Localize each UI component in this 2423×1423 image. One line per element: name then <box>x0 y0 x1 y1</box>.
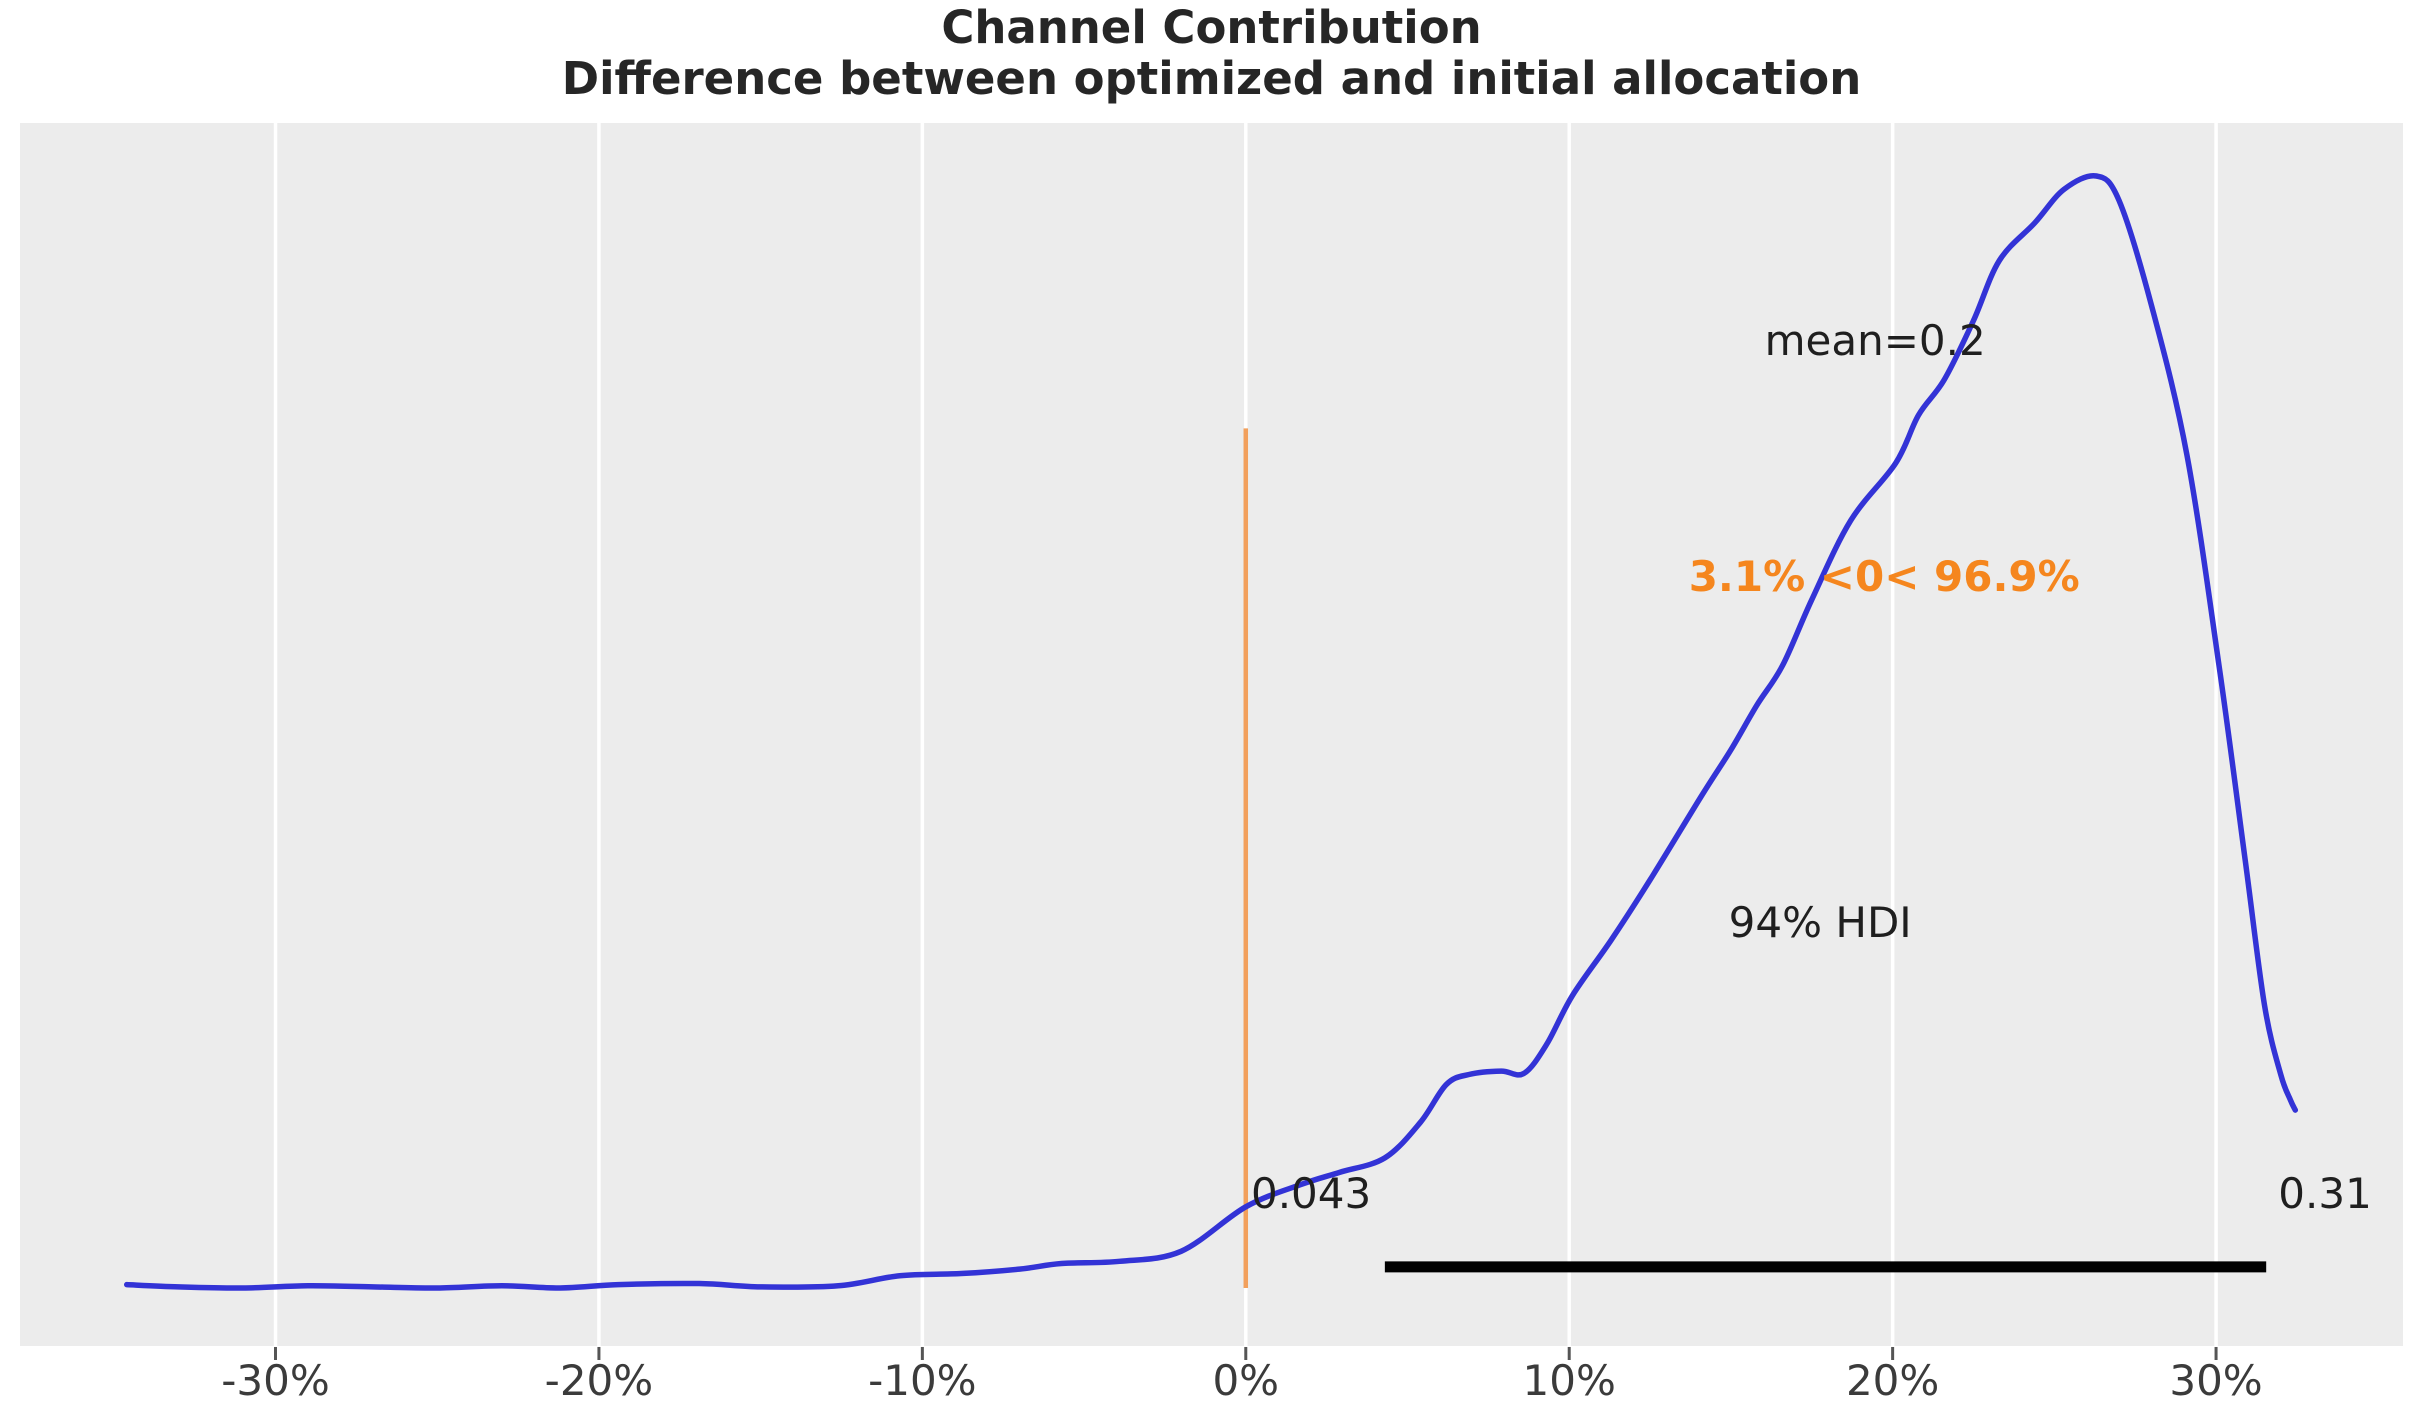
x-tick-label: -10% <box>868 1356 977 1405</box>
x-tick-label: 30% <box>2169 1356 2263 1405</box>
chart-title-line1: Channel Contribution <box>941 1 1482 54</box>
plot-background <box>20 123 2403 1346</box>
gridlines <box>273 123 2218 1346</box>
density-curve <box>123 172 2299 1291</box>
zero-probability-annotation: 3.1% <0< 96.9% <box>1688 552 2080 602</box>
hdi-label: 94% HDI <box>1728 898 1912 948</box>
x-tick-label: -30% <box>221 1356 330 1405</box>
x-axis-tick-marks <box>274 1347 2218 1360</box>
x-tick-label: 0% <box>1212 1356 1280 1405</box>
x-tick-label: 20% <box>1845 1356 1940 1405</box>
chart-title-line2: Difference between optimized and initial… <box>561 52 1862 106</box>
hdi-lower-value: 0.043 <box>1250 1168 1372 1218</box>
hdi-upper-value: 0.31 <box>2278 1168 2372 1218</box>
x-tick-label: -20% <box>544 1356 654 1405</box>
mean-annotation: mean=0.2 <box>1764 315 1986 365</box>
chart-title: Channel Contribution Difference between … <box>0 2 2423 105</box>
x-tick-label: 10% <box>1522 1356 1616 1405</box>
